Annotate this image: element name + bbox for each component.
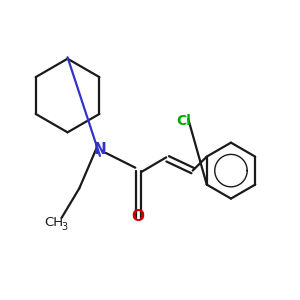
Text: CH: CH: [45, 216, 64, 229]
Text: Cl: Cl: [176, 114, 191, 128]
Text: O: O: [132, 209, 145, 224]
Text: N: N: [94, 142, 106, 158]
Text: 3: 3: [61, 222, 67, 232]
